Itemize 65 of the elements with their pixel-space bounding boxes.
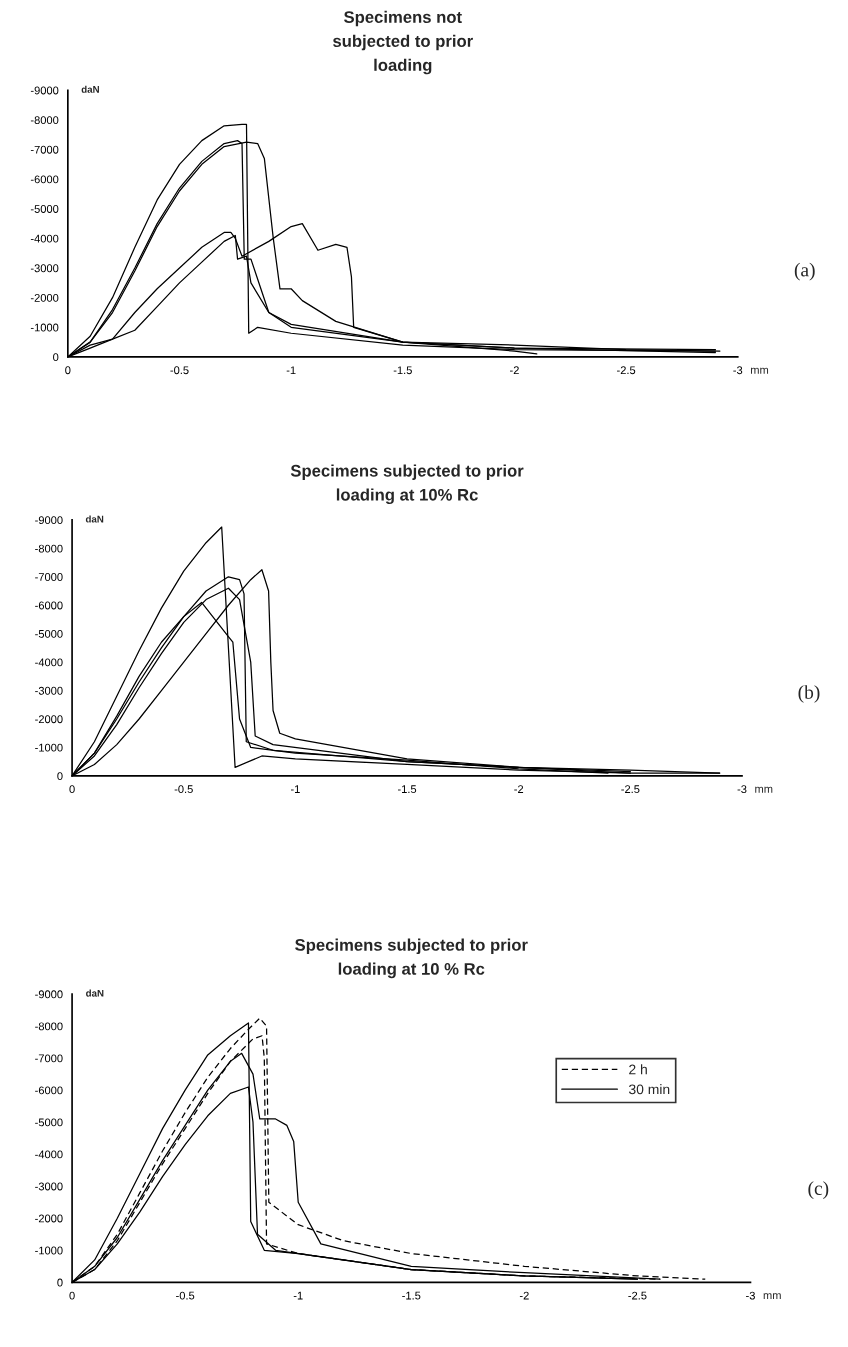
y-tick-label: -4000 (35, 1150, 63, 1159)
x-tick-label: -3 (746, 1291, 755, 1300)
y-tick-label: -1000 (35, 743, 63, 752)
y-tick-label: -6000 (35, 601, 63, 610)
y-axis-title: daN (81, 85, 99, 93)
chart-title: Specimens subjected to prior loading at 10 % Rc (295, 938, 528, 979)
x-axis-title: mm (755, 786, 773, 793)
y-tick-label: 0 (57, 1278, 63, 1287)
x-tick-label: -2 (510, 366, 519, 375)
y-tick-label: -5000 (30, 205, 59, 213)
y-axis-title: daN (85, 515, 104, 523)
y-tick-label: -1000 (30, 323, 59, 332)
y-tick-label: -7000 (35, 573, 63, 581)
x-tick-label: -3 (733, 366, 743, 375)
x-tick-label: -1.5 (393, 366, 412, 375)
x-tick-label: -0.5 (170, 366, 189, 375)
y-tick-label: -6000 (35, 1086, 63, 1095)
x-tick-label: -1.5 (402, 1291, 421, 1300)
y-tick-label: -2000 (35, 715, 63, 724)
x-axis-title: mm (763, 1293, 781, 1300)
x-tick-label: -2.5 (617, 366, 636, 375)
y-tick-label: 0 (57, 772, 63, 781)
y-tick-label: -4000 (30, 234, 59, 243)
y-tick-label: -4000 (35, 658, 63, 667)
y-tick-label: -8000 (30, 116, 59, 125)
x-tick-label: -0.5 (176, 1291, 195, 1300)
x-tick-label: -2.5 (621, 785, 640, 794)
y-tick-label: -8000 (35, 544, 63, 553)
chart-title: Specimens subjected to prior loading at 10% Rc (290, 464, 524, 505)
x-tick-label: -2.5 (628, 1291, 647, 1300)
y-tick-label: -7000 (30, 145, 59, 154)
y-tick-label: -1000 (35, 1246, 63, 1255)
text: (c) (808, 1181, 829, 1199)
x-tick-label: -2 (514, 785, 524, 793)
y-tick-label: -5000 (35, 629, 63, 638)
y-tick-label: -9000 (35, 516, 63, 525)
y-tick-label: -3000 (35, 1182, 63, 1191)
y-tick-label: -9000 (35, 990, 63, 999)
x-tick-label: -1 (290, 785, 300, 793)
y-tick-label: -7000 (35, 1054, 63, 1063)
chart-title: Specimens not subjected to prior loading (333, 10, 473, 75)
legend-label: 2 h (629, 1064, 647, 1075)
y-tick-label: -2000 (35, 1214, 63, 1223)
x-tick-label: 0 (69, 785, 75, 794)
x-tick-label: -1.5 (397, 785, 417, 794)
y-tick-label: -3000 (35, 686, 63, 695)
text: (b) (798, 685, 820, 703)
y-tick-label: -9000 (30, 86, 59, 95)
x-tick-label: -2 (519, 1291, 529, 1300)
x-tick-label: -1 (286, 366, 296, 375)
y-tick-label: -5000 (35, 1118, 63, 1127)
x-axis-title: mm (751, 367, 769, 374)
text: (a) (794, 262, 815, 281)
y-axis-title: daN (86, 989, 104, 997)
x-tick-label: -0.5 (174, 785, 193, 794)
x-tick-label: -3 (737, 785, 747, 794)
y-tick-label: -8000 (35, 1022, 63, 1031)
x-tick-label: 0 (69, 1291, 75, 1300)
y-tick-label: 0 (53, 353, 59, 362)
legend-label: 30 min (628, 1084, 670, 1095)
y-tick-label: -2000 (30, 293, 59, 302)
y-tick-label: -3000 (30, 264, 59, 273)
x-tick-label: -1 (293, 1291, 303, 1300)
y-tick-label: -6000 (30, 175, 59, 184)
x-tick-label: 0 (65, 366, 71, 375)
